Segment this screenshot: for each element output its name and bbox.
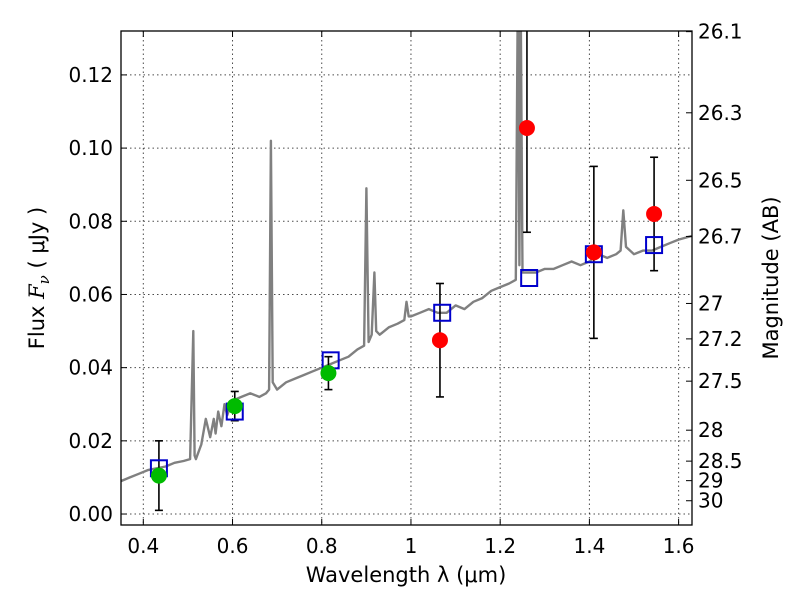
- y2-tick-label: 27.5: [698, 369, 743, 393]
- observed-photometry-point: [431, 332, 448, 349]
- x-tick-label: 1: [405, 534, 418, 558]
- y2-tick-label: 26.3: [698, 101, 743, 125]
- observed-photometry-point: [518, 119, 535, 136]
- observed-photometry-point: [226, 398, 243, 415]
- plot-area: [121, 31, 692, 483]
- model-photometry-square: [520, 269, 539, 287]
- y2-tick-label: 28: [698, 418, 723, 442]
- x-axis-title: Wavelength λ (μm): [306, 563, 507, 587]
- y2-axis-title: Magnitude (AB): [759, 196, 783, 359]
- x-tick-label: 1.2: [484, 534, 516, 558]
- model-photometry-square: [645, 236, 664, 255]
- error-bars: [149, 31, 664, 512]
- plot-frame: [120, 30, 693, 526]
- y2-tick-label: 27.2: [698, 327, 743, 351]
- y2-tick-label: 26.5: [698, 168, 743, 192]
- y-tick-label: 0.08: [68, 209, 113, 233]
- axes: 0.4 0.6 0.8 1 1.2 1.4 1.6 0.00 0.02 0.04 0.06 0.08 0…: [68, 20, 742, 558]
- y2-tick-label: 28.5: [698, 449, 743, 473]
- y-axis-title: Flux Fν ( μJy ): [25, 207, 53, 349]
- observed-photometry-point: [320, 365, 337, 382]
- y-tick-label: 0.02: [68, 429, 113, 453]
- observed-photometry-point: [646, 205, 663, 222]
- x-tick-label: 1.4: [573, 534, 605, 558]
- x-tick-label: 0.8: [306, 534, 338, 558]
- y-tick-label: 0.06: [68, 282, 113, 306]
- y2-tick-label: 27: [698, 291, 723, 315]
- x-tick-label: 0.4: [127, 534, 159, 558]
- y2-tick-label: 30: [698, 489, 723, 513]
- y-tick-label: 0.04: [68, 356, 113, 380]
- y-tick-label: 0.12: [68, 63, 113, 87]
- model-photometry-square: [433, 303, 452, 322]
- observed-photometry-point: [585, 244, 602, 261]
- y-tick-label: 0.00: [68, 502, 113, 526]
- spectrum-line: [121, 31, 692, 483]
- x-tick-label: 1.6: [663, 534, 695, 558]
- y2-tick-label: 26.1: [698, 20, 743, 44]
- x-tick-label: 0.6: [217, 534, 249, 558]
- grid: [121, 31, 692, 525]
- y2-tick-label: 26.7: [698, 224, 743, 248]
- y2-tick-label: 29: [698, 469, 723, 493]
- y-tick-label: 0.10: [68, 136, 113, 160]
- observed-photometry-point: [150, 467, 167, 484]
